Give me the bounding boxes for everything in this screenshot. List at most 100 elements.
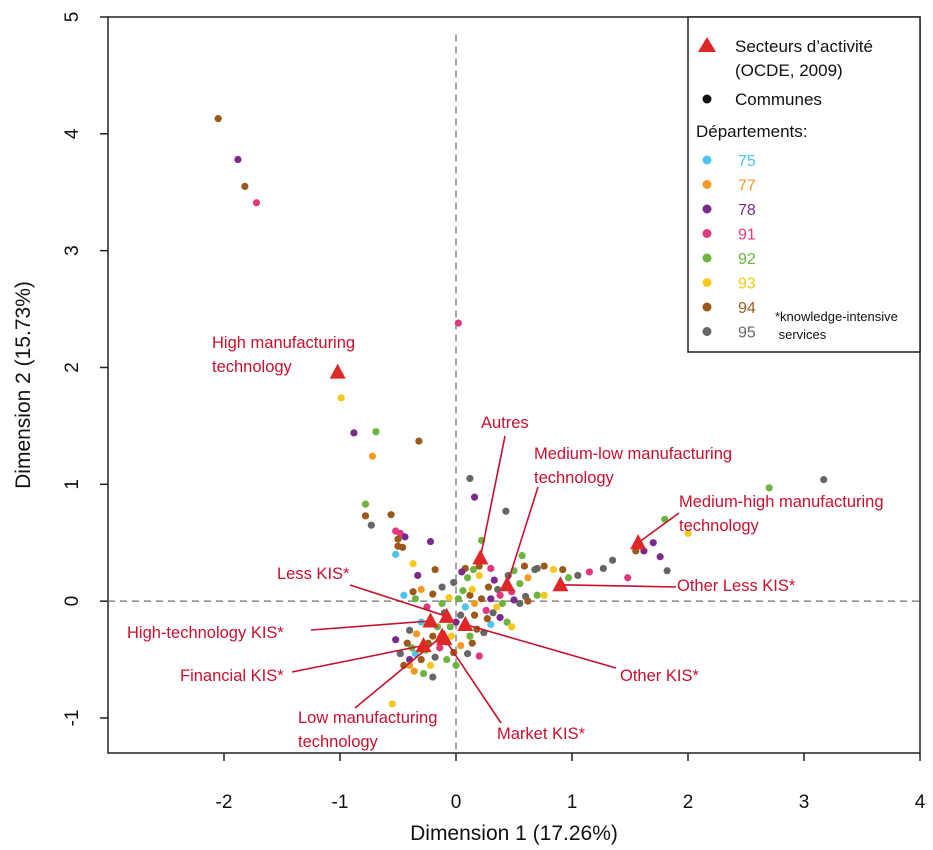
commune-point — [426, 661, 435, 669]
commune-point — [400, 591, 408, 599]
commune-point — [361, 512, 370, 520]
legend-sector-line-1: Secteurs d’activité — [735, 37, 873, 56]
commune-point — [549, 565, 558, 574]
sector-marker — [552, 576, 569, 592]
sector-leader-line — [560, 583, 677, 588]
commune-point — [401, 533, 409, 541]
commune-point — [466, 591, 474, 599]
legend-dept-marker — [702, 155, 712, 165]
commune-point — [361, 500, 370, 508]
sector-label: technology — [212, 358, 293, 376]
commune-point — [470, 493, 479, 501]
commune-point — [531, 565, 539, 574]
commune-point — [464, 574, 472, 582]
commune-point — [508, 623, 516, 631]
commune-point — [484, 583, 493, 591]
x-axis-ticks: -2 -1 0 1 2 3 4 — [216, 753, 926, 813]
legend-dept-label: 95 — [738, 325, 756, 342]
sector-marker — [422, 612, 439, 628]
commune-point — [429, 632, 437, 640]
sector-label: technology — [534, 469, 615, 487]
sector-marker — [329, 363, 346, 379]
commune-point — [487, 564, 495, 573]
commune-point — [454, 319, 462, 327]
commune-point — [516, 580, 524, 588]
commune-point — [490, 576, 498, 584]
sector-label: High-technology KIS* — [127, 624, 284, 642]
commune-point — [533, 591, 541, 599]
sector-marker — [436, 629, 453, 646]
commune-point — [574, 571, 582, 580]
commune-point — [452, 661, 460, 669]
commune-point — [447, 632, 455, 640]
sector-leader-line — [465, 623, 617, 669]
legend-dept-label: 94 — [738, 300, 756, 317]
commune-point — [468, 585, 476, 594]
commune-point — [452, 618, 460, 626]
commune-point — [406, 626, 414, 634]
sector-label: Autres — [481, 414, 529, 432]
sector-marker — [472, 549, 489, 565]
commune-point — [498, 599, 506, 608]
legend-dept-marker — [702, 229, 712, 238]
sector-label: Less KIS* — [277, 565, 350, 583]
x-tick-label: -1 — [332, 792, 349, 813]
sector-leader-lines — [291, 435, 680, 724]
legend: Secteurs d’activité (OCDE, 2009) Commune… — [687, 16, 921, 353]
commune-point — [487, 620, 495, 629]
commune-point — [520, 562, 529, 570]
legend-dept-label: 77 — [738, 178, 756, 195]
commune-point — [409, 588, 417, 596]
legend-dept-marker — [702, 204, 712, 214]
commune-point — [429, 590, 437, 598]
commune-point — [337, 394, 345, 402]
legend-note-line-1: *knowledge-intensive — [775, 309, 898, 324]
commune-point — [599, 564, 607, 573]
legend-note-line-2: services — [775, 327, 827, 342]
commune-point — [461, 603, 469, 611]
commune-point — [470, 611, 479, 619]
sector-marker — [438, 607, 455, 623]
commune-point — [443, 655, 451, 664]
commune-point — [414, 571, 422, 580]
commune-point — [454, 595, 462, 603]
commune-point — [457, 611, 465, 619]
commune-point — [368, 452, 377, 460]
sector-label: High manufacturing — [212, 334, 355, 352]
commune-point — [214, 115, 222, 123]
commune-point — [663, 567, 671, 575]
sector-label: Other KIS* — [620, 667, 699, 685]
sector-label: Financial KIS* — [180, 667, 284, 685]
y-tick-label: 1 — [62, 479, 83, 490]
legend-dept-label: 78 — [738, 202, 756, 219]
sector-labels: High manufacturing technology Autres Medium… — [127, 334, 884, 751]
commune-point — [457, 641, 465, 650]
commune-point — [419, 669, 428, 678]
y-tick-label: 4 — [62, 128, 83, 139]
commune-point — [487, 595, 495, 603]
legend-departments: 75 77 78 91 92 93 94 95 — [702, 153, 756, 342]
commune-point — [409, 560, 417, 568]
plot-frame — [107, 16, 921, 754]
sector-label: Medium-low manufacturing — [534, 445, 732, 463]
commune-point — [564, 574, 573, 582]
legend-commune-label: Communes — [735, 90, 822, 109]
commune-point — [411, 595, 419, 603]
commune-point — [765, 484, 773, 492]
x-tick-label: -2 — [216, 792, 233, 813]
sector-leader-line — [479, 435, 506, 559]
commune-point — [438, 583, 446, 591]
legend-sector-marker — [698, 37, 716, 52]
sector-markers — [329, 363, 647, 653]
commune-point — [502, 507, 510, 515]
sector-marker — [415, 636, 432, 653]
commune-point — [482, 606, 490, 615]
y-axis-ticks: -1 0 1 2 3 4 5 — [62, 12, 108, 726]
sector-marker — [457, 615, 474, 631]
x-tick-label: 3 — [799, 792, 810, 813]
commune-point — [609, 556, 617, 564]
commune-point — [350, 429, 358, 437]
commune-point — [438, 599, 446, 608]
commune-point — [540, 591, 548, 599]
